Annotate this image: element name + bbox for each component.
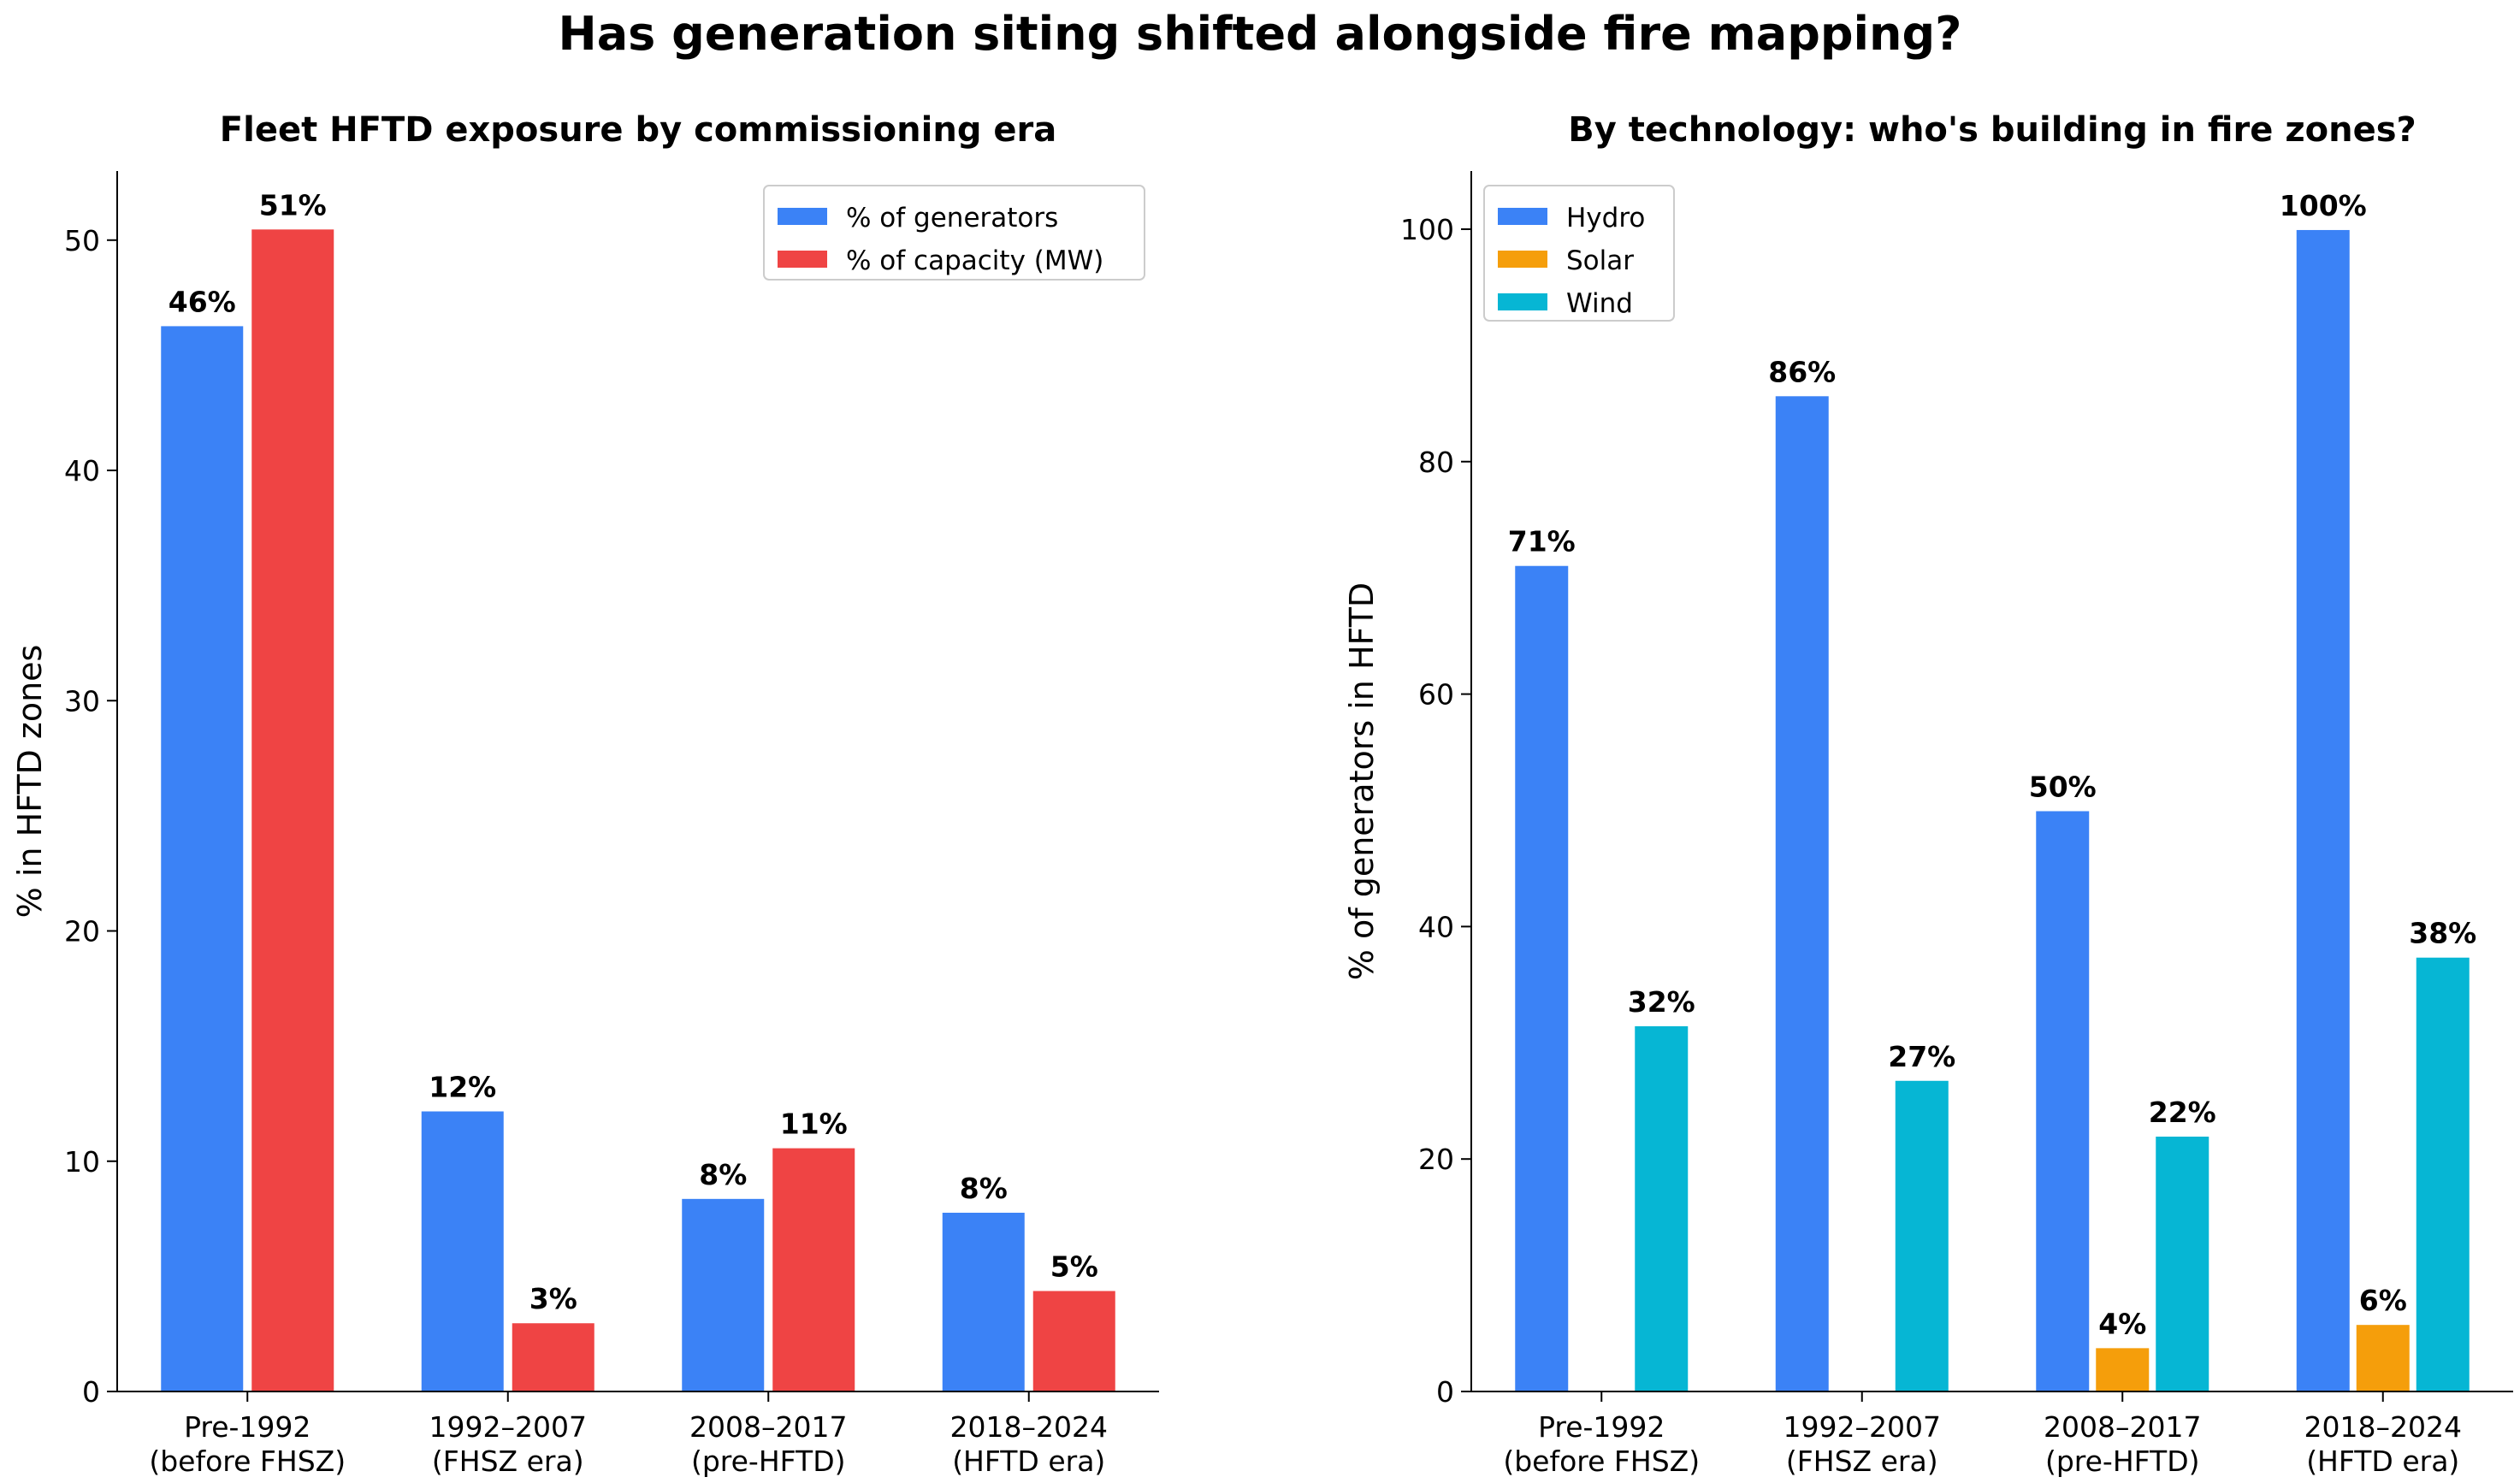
bar--of-capacity-mw--3: [1031, 1289, 1117, 1393]
x-tick-label: 2018–2024 (HFTD era): [2304, 1410, 2462, 1478]
data-label: 8%: [699, 1158, 747, 1191]
legend: Hydro Solar Wind: [1483, 185, 1675, 322]
legend-swatch: [778, 208, 827, 225]
y-tick-label: 40: [1418, 910, 1454, 943]
legend-swatch: [1498, 251, 1547, 268]
bar--of-capacity-mw--0: [250, 227, 336, 1393]
y-tick-label: 80: [1418, 446, 1454, 479]
x-tick-label: 1992–2007 (FHSZ era): [429, 1410, 587, 1478]
y-tick-label: 0: [82, 1375, 100, 1409]
bar-solar-2: [2094, 1346, 2151, 1393]
x-tick-label: 2008–2017 (pre-HFTD): [2044, 1410, 2201, 1478]
data-label: 22%: [2149, 1096, 2216, 1129]
data-label: 86%: [1768, 355, 1836, 388]
data-label: 11%: [780, 1108, 848, 1141]
bar-wind-2: [2154, 1135, 2211, 1392]
x-tick-label: 2018–2024 (HFTD era): [950, 1410, 1108, 1478]
bar-wind-3: [2414, 955, 2471, 1392]
bar-hydro-1: [1773, 394, 1831, 1393]
y-axis-label: % in HFTD zones: [11, 645, 49, 919]
bar-hydro-0: [1513, 564, 1571, 1392]
bar--of-capacity-mw--1: [510, 1321, 596, 1393]
legend-label: Wind: [1566, 288, 1633, 319]
data-label: 27%: [1888, 1040, 1955, 1073]
y-tick-label: 60: [1418, 678, 1454, 712]
data-label: 71%: [1508, 525, 1576, 558]
x-tick-label: Pre-1992 (before FHSZ): [1503, 1410, 1700, 1478]
chart-panel-1: Fleet HFTD exposure by commissioning era…: [11, 110, 1159, 1478]
bar-hydro-2: [2034, 809, 2091, 1392]
data-label: 4%: [2098, 1307, 2146, 1340]
y-tick-label: 40: [64, 454, 100, 487]
bar-wind-1: [1893, 1078, 1950, 1393]
y-axis-label: % of generators in HFTD: [1343, 582, 1381, 980]
chart-panel-2: By technology: who's building in fire zo…: [1343, 110, 2513, 1478]
data-label: 12%: [429, 1071, 496, 1104]
bar-wind-0: [1633, 1024, 1690, 1393]
data-label: 51%: [259, 188, 327, 222]
y-tick-label: 20: [1418, 1143, 1454, 1176]
bar--of-generators-1: [419, 1109, 506, 1392]
bar--of-generators-2: [680, 1196, 766, 1393]
bar-solar-3: [2354, 1323, 2411, 1393]
legend-label: % of generators: [846, 203, 1058, 233]
data-label: 3%: [529, 1282, 577, 1315]
legend-swatch: [1498, 208, 1547, 225]
data-label: 50%: [2029, 770, 2097, 803]
panel-title: Fleet HFTD exposure by commissioning era: [220, 110, 1056, 150]
legend-box: [763, 185, 1145, 281]
data-label: 32%: [1628, 985, 1695, 1019]
bar--of-capacity-mw--2: [771, 1146, 857, 1392]
figure-title: Has generation siting shifted alongside …: [558, 7, 1962, 61]
bar-hydro-3: [2294, 227, 2351, 1392]
data-label: 6%: [2359, 1284, 2407, 1317]
legend: % of generators % of capacity (MW): [763, 185, 1145, 281]
legend-swatch: [778, 251, 827, 268]
legend-label: Solar: [1566, 245, 1634, 276]
data-label: 38%: [2409, 917, 2476, 950]
legend-label: % of capacity (MW): [846, 245, 1103, 276]
data-label: 46%: [169, 285, 236, 318]
x-tick-label: 2008–2017 (pre-HFTD): [689, 1410, 847, 1478]
bar--of-generators-3: [940, 1210, 1026, 1392]
legend-swatch: [1498, 293, 1547, 310]
y-tick-label: 30: [64, 684, 100, 718]
legend-label: Hydro: [1566, 203, 1645, 233]
y-tick-label: 100: [1400, 213, 1454, 246]
bar--of-generators-0: [159, 324, 245, 1393]
panel-title: By technology: who's building in fire zo…: [1568, 110, 2416, 150]
y-tick-label: 0: [1436, 1375, 1454, 1409]
x-tick-label: Pre-1992 (before FHSZ): [149, 1410, 346, 1478]
x-tick-label: 1992–2007 (FHSZ era): [1784, 1410, 1941, 1478]
y-tick-label: 20: [64, 915, 100, 948]
data-label: 8%: [960, 1172, 1008, 1205]
y-tick-label: 10: [64, 1145, 100, 1179]
data-label: 5%: [1050, 1250, 1098, 1284]
data-label: 100%: [2280, 189, 2367, 222]
y-tick-label: 50: [64, 224, 100, 257]
